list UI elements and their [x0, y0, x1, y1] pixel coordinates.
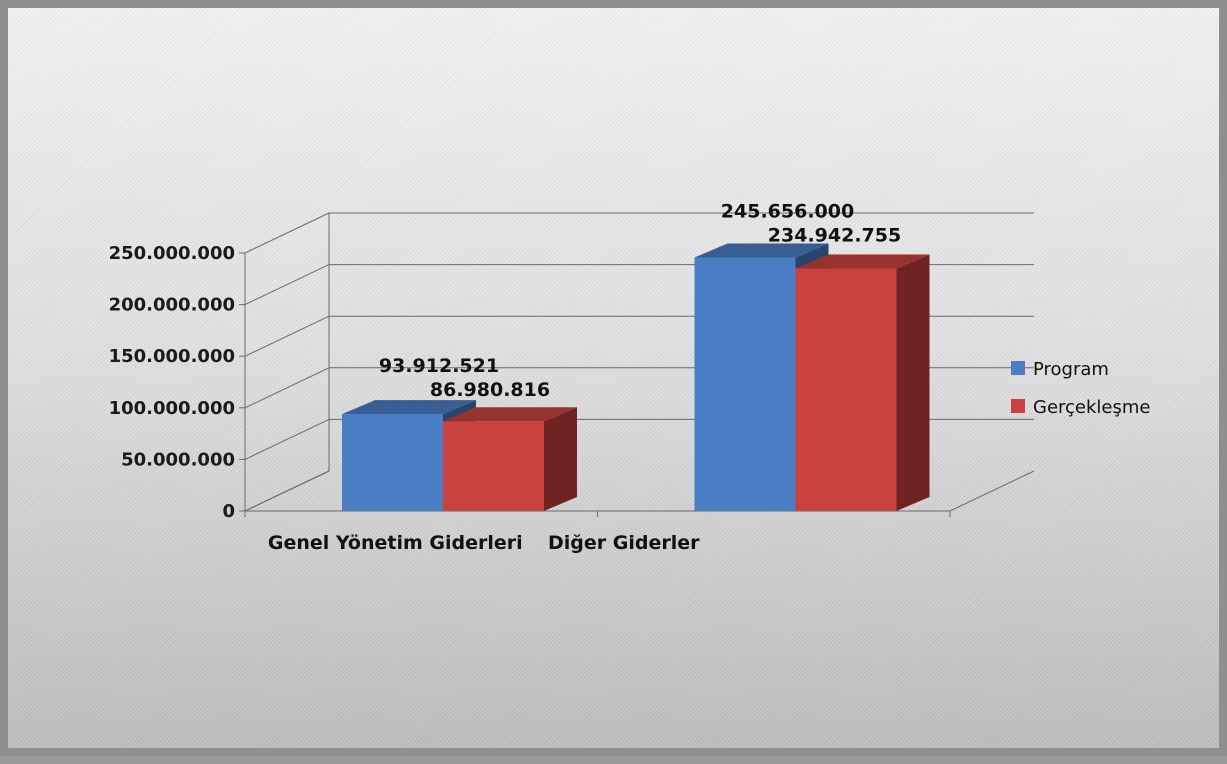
legend: Program Gerçekleşme: [1011, 359, 1150, 418]
bar-top: [443, 407, 577, 422]
gridline-depth: [244, 418, 330, 460]
y-tick-label: 50.000.000: [121, 449, 235, 470]
x-axis-categories: Genel Yönetim Giderleri Diğer Giderler: [268, 532, 700, 554]
bar-gerceklesme-2: [795, 254, 930, 512]
bars: [342, 243, 930, 512]
data-label: 245.656.000: [721, 200, 854, 222]
bar-front: [795, 268, 897, 511]
gridline-depth: [244, 367, 330, 409]
y-tick-label: 150.000.000: [109, 346, 235, 367]
data-label: 93.912.521: [379, 355, 499, 377]
legend-label: Gerçekleşme: [1033, 397, 1150, 418]
bar-front: [443, 421, 544, 511]
data-label: 234.942.755: [768, 225, 901, 247]
bar-top: [342, 400, 476, 415]
bar-side: [544, 407, 577, 511]
y-axis-ticks: 0 50.000.000 100.000.000 150.000.000 200.000…: [109, 243, 951, 522]
bar-front: [342, 414, 443, 511]
gridline-depth: [244, 264, 330, 306]
bar-front: [694, 257, 796, 511]
gridline-depth: [244, 470, 330, 512]
data-label: 86.980.816: [430, 379, 550, 401]
category-label: Diğer Giderler: [548, 532, 700, 554]
category-label: Genel Yönetim Giderleri: [268, 532, 523, 554]
gridline-depth: [244, 212, 330, 254]
bar-chart-3d: 0 50.000.000 100.000.000 150.000.000 200.000…: [109, 200, 1151, 554]
y-tick-label: 200.000.000: [109, 295, 235, 316]
y-tick-label: 250.000.000: [109, 243, 235, 264]
bar-gerceklesme-1: [443, 407, 577, 511]
y-tick-label: 0: [222, 501, 235, 522]
side-wall: [244, 213, 330, 512]
y-tick-label: 100.000.000: [109, 398, 235, 419]
gridline-depth: [244, 315, 330, 357]
bar-top: [795, 254, 930, 269]
bar-top: [694, 243, 829, 258]
legend-swatch: [1011, 361, 1025, 375]
legend-label: Program: [1033, 359, 1109, 380]
bar-side: [896, 254, 930, 512]
legend-swatch: [1011, 399, 1025, 413]
